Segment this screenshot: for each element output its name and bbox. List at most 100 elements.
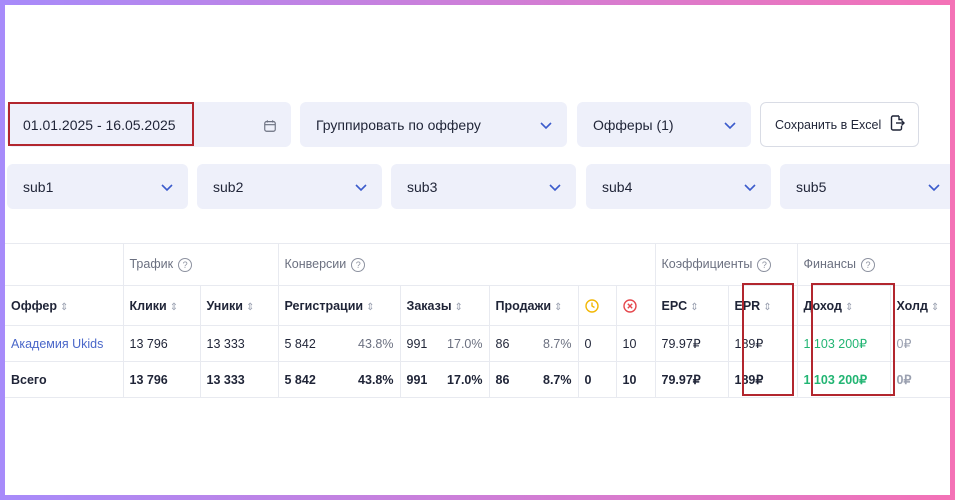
calendar-icon	[263, 118, 277, 132]
group-by-select[interactable]: Группировать по офферу	[300, 102, 567, 147]
col-sales[interactable]: Продажи ⇕	[488, 285, 578, 326]
x-circle-icon	[622, 299, 637, 313]
cell-rejected: 10	[615, 325, 655, 362]
group-coefficients: Коэффициенты?	[654, 243, 797, 286]
export-excel-label: Сохранить в Excel	[775, 117, 882, 132]
offers-select[interactable]: Офферы (1)	[577, 102, 751, 147]
file-export-icon	[888, 114, 906, 135]
col-rejected[interactable]	[615, 285, 655, 326]
registrations-pct: 43.8%	[358, 336, 394, 351]
sort-icon[interactable]: ⇕	[763, 301, 772, 313]
cell-clicks: 13 796	[122, 361, 200, 398]
sub3-select[interactable]: sub3	[391, 164, 576, 209]
table-row: Академия Ukids 13 796 13 333 5 842 43.8% …	[5, 325, 950, 362]
cell-pending: 0	[577, 361, 616, 398]
col-epr-label: EPR	[734, 298, 761, 313]
date-range-value: 01.01.2025 - 16.05.2025	[23, 116, 176, 133]
cell-income: 1 103 200₽	[796, 361, 890, 398]
export-excel-button[interactable]: Сохранить в Excel	[760, 102, 919, 147]
stats-table: Трафик? Конверсии? Коэффициенты? Финансы…	[5, 243, 950, 398]
cell-rejected: 10	[615, 361, 655, 398]
chevron-down-icon	[160, 180, 174, 194]
question-circle-icon[interactable]: ?	[351, 257, 366, 272]
cell-clicks: 13 796	[122, 325, 200, 362]
cell-income: 1 103 200₽	[796, 325, 890, 362]
chevron-down-icon	[723, 118, 737, 132]
sort-icon[interactable]: ⇕	[245, 301, 255, 313]
group-by-value: Группировать по офферу	[316, 116, 481, 133]
chevron-down-icon	[539, 118, 553, 132]
cell-pending: 0	[577, 325, 616, 362]
chevron-down-icon	[743, 180, 757, 194]
sort-icon[interactable]: ⇕	[60, 301, 69, 313]
cell-epc: 79.97₽	[654, 325, 728, 362]
sort-icon[interactable]: ⇕	[554, 301, 563, 313]
sub4-select[interactable]: sub4	[586, 164, 771, 209]
col-hold-label: Холд	[896, 298, 928, 313]
col-registrations-label: Регистрации	[284, 298, 364, 313]
sort-icon[interactable]: ⇕	[454, 301, 463, 313]
col-hold[interactable]: Холд ⇕	[889, 285, 950, 326]
col-uniques[interactable]: Уники ⇕	[199, 285, 278, 326]
sub2-label: sub2	[213, 178, 244, 195]
group-traffic: Трафик?	[122, 243, 278, 286]
col-uniques-label: Уники	[206, 298, 243, 313]
col-clicks[interactable]: Клики ⇕	[122, 285, 200, 326]
orders-pct: 17.0%	[447, 336, 483, 351]
group-coefficients-label: Коэффициенты	[661, 257, 753, 272]
question-circle-icon[interactable]: ?	[178, 257, 193, 272]
sort-icon[interactable]: ⇕	[690, 301, 699, 313]
col-orders[interactable]: Заказы ⇕	[399, 285, 489, 326]
sub5-select[interactable]: sub5	[780, 164, 950, 209]
col-epc-label: EPC	[661, 298, 688, 313]
cell-epc: 79.97₽	[654, 361, 728, 398]
column-header-row: Оффер ⇕ Клики ⇕ Уники ⇕ Регистрации ⇕ Заказы…	[5, 285, 950, 326]
cell-uniques: 13 333	[199, 361, 278, 398]
sales-pct: 8.7%	[543, 372, 572, 387]
sort-icon[interactable]: ⇕	[366, 301, 375, 313]
group-finance: Финансы?	[796, 243, 950, 286]
col-pending[interactable]	[577, 285, 616, 326]
sales-value: 86	[495, 372, 510, 387]
orders-pct: 17.0%	[447, 372, 483, 387]
group-header-row: Трафик? Конверсии? Коэффициенты? Финансы…	[5, 243, 950, 286]
question-circle-icon[interactable]: ?	[757, 257, 772, 272]
col-offer-label: Оффер	[11, 298, 58, 313]
cell-orders: 991 17.0%	[399, 361, 489, 398]
cell-uniques: 13 333	[199, 325, 278, 362]
registrations-value: 5 842	[284, 336, 316, 351]
cell-registrations: 5 842 43.8%	[277, 325, 400, 362]
col-epr[interactable]: EPR ⇕	[727, 285, 797, 326]
date-range-picker[interactable]: 01.01.2025 - 16.05.2025	[7, 102, 291, 147]
sort-icon[interactable]: ⇕	[930, 301, 940, 313]
sort-icon[interactable]: ⇕	[844, 301, 854, 313]
col-epc[interactable]: EPC ⇕	[654, 285, 728, 326]
sales-value: 86	[495, 336, 510, 351]
col-offer[interactable]: Оффер ⇕	[5, 285, 123, 326]
page-frame: 01.01.2025 - 16.05.2025 Группировать по …	[5, 5, 950, 495]
col-income[interactable]: Доход ⇕	[796, 285, 890, 326]
col-registrations[interactable]: Регистрации ⇕	[277, 285, 400, 326]
cell-epr: 189₽	[727, 325, 797, 362]
orders-value: 991	[406, 336, 428, 351]
question-circle-icon[interactable]: ?	[860, 257, 875, 272]
cell-orders: 991 17.0%	[399, 325, 489, 362]
clock-icon	[584, 299, 599, 313]
offer-link[interactable]: Академия Ukids	[11, 336, 104, 351]
sub1-select[interactable]: sub1	[7, 164, 188, 209]
col-income-label: Доход	[803, 298, 842, 313]
chevron-down-icon	[354, 180, 368, 194]
col-sales-label: Продажи	[495, 298, 552, 313]
sub2-select[interactable]: sub2	[197, 164, 382, 209]
registrations-pct: 43.8%	[358, 372, 394, 387]
offers-value: Офферы (1)	[593, 116, 674, 133]
cell-total-label: Всего	[5, 361, 123, 398]
sort-icon[interactable]: ⇕	[169, 301, 179, 313]
chevron-down-icon	[548, 180, 562, 194]
group-traffic-label: Трафик	[129, 257, 174, 272]
group-conversions-label: Конверсии	[284, 257, 347, 272]
sub1-label: sub1	[23, 178, 54, 195]
sub4-label: sub4	[602, 178, 633, 195]
chevron-down-icon	[927, 180, 941, 194]
cell-offer[interactable]: Академия Ukids	[5, 325, 123, 362]
